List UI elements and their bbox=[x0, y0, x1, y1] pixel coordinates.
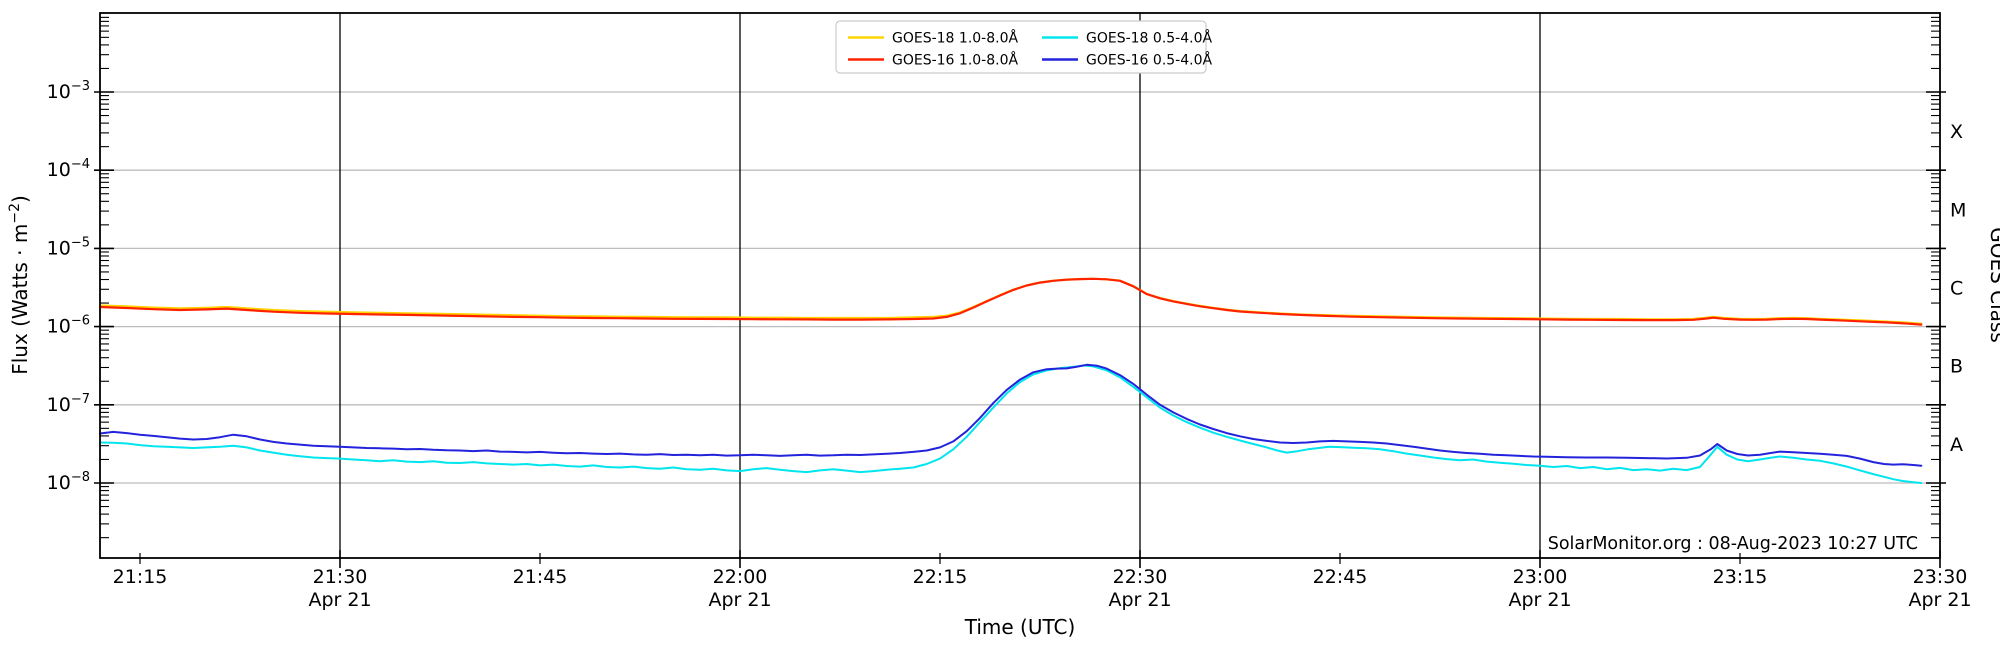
frame bbox=[99, 12, 1941, 559]
y-tick-label: 10−3 bbox=[47, 79, 90, 103]
y-tick-label: 10−7 bbox=[47, 392, 90, 416]
legend-label: GOES-16 0.5-4.0Å bbox=[1086, 52, 1212, 69]
legend-label: GOES-16 1.0-8.0Å bbox=[892, 52, 1018, 69]
x-tick-label: 21:30 bbox=[313, 566, 368, 588]
series-line-goes18-long bbox=[98, 277, 1923, 325]
goes-class-letter-x: X bbox=[1950, 121, 1963, 143]
plot-frame bbox=[99, 12, 1941, 559]
x-tick-label: 21:45 bbox=[513, 566, 568, 588]
axis-titles: Time (UTC) Flux (Watts · m−2) GOES Class bbox=[7, 195, 2000, 639]
source-annotation: SolarMonitor.org : 08-Aug-2023 10:27 UTC bbox=[1548, 534, 1918, 554]
gridlines bbox=[100, 91, 1940, 484]
series-line-goes16-short bbox=[99, 363, 1923, 467]
goes-class-letter-c: C bbox=[1950, 278, 1963, 300]
y-tick-label: 10−4 bbox=[47, 157, 90, 181]
series-line-goes16-long bbox=[98, 277, 1923, 326]
x-tick-label: 23:15 bbox=[1713, 566, 1768, 588]
x-day-label: Apr 21 bbox=[708, 589, 771, 611]
x-axis-title: Time (UTC) bbox=[964, 615, 1076, 639]
day-boundary-lines bbox=[339, 13, 1541, 558]
annotation: SolarMonitor.org : 08-Aug-2023 10:27 UTC bbox=[1548, 534, 1918, 554]
series-goes16-short bbox=[99, 363, 1923, 467]
series-goes18-long bbox=[98, 277, 1923, 325]
goes-class-letter-b: B bbox=[1950, 356, 1963, 378]
x-ticks bbox=[139, 550, 1941, 568]
x-tick-label: 22:45 bbox=[1313, 566, 1368, 588]
y-axis-title: Flux (Watts · m−2) bbox=[7, 195, 32, 375]
legend-label: GOES-18 0.5-4.0Å bbox=[1086, 30, 1212, 47]
legend-entry: GOES-16 0.5-4.0Å bbox=[1042, 52, 1212, 69]
x-day-label: Apr 21 bbox=[308, 589, 371, 611]
y-ticks bbox=[94, 16, 1946, 539]
legend-box bbox=[835, 20, 1207, 74]
goes-class-letter-m: M bbox=[1950, 199, 1966, 221]
goes-class-letters: X M C B A bbox=[1950, 121, 1966, 456]
legend-entry: GOES-16 1.0-8.0Å bbox=[848, 52, 1018, 69]
x-tick-label: 22:00 bbox=[713, 566, 768, 588]
right-axis-title: GOES Class bbox=[1986, 227, 2000, 343]
y-tick-label: 10−8 bbox=[47, 470, 90, 494]
series-goes18-short bbox=[99, 364, 1923, 484]
x-tick-label: 23:30 bbox=[1913, 566, 1968, 588]
x-tick-label: 21:15 bbox=[113, 566, 168, 588]
series-goes16-long bbox=[98, 277, 1923, 326]
y-tick-labels: 10−3 10−4 10−5 10−6 10−7 10−8 bbox=[47, 79, 90, 494]
x-day-label: Apr 21 bbox=[1908, 589, 1971, 611]
y-tick-label: 10−6 bbox=[47, 314, 90, 338]
x-tick-label: 22:15 bbox=[913, 566, 968, 588]
legend-label: GOES-18 1.0-8.0Å bbox=[892, 30, 1018, 47]
legend-entry: GOES-18 0.5-4.0Å bbox=[1042, 30, 1212, 47]
y-tick-label: 10−5 bbox=[47, 235, 90, 259]
x-day-label: Apr 21 bbox=[1108, 589, 1171, 611]
legend-entry: GOES-18 1.0-8.0Å bbox=[848, 30, 1018, 47]
x-tick-label: 22:30 bbox=[1113, 566, 1168, 588]
x-tick-label: 23:00 bbox=[1513, 566, 1568, 588]
goes-class-letter-a: A bbox=[1950, 434, 1963, 456]
x-day-label: Apr 21 bbox=[1508, 589, 1571, 611]
legend: GOES-18 1.0-8.0Å GOES-16 1.0-8.0Å GOES-18 … bbox=[835, 20, 1212, 74]
series-line-goes18-short bbox=[99, 364, 1923, 484]
